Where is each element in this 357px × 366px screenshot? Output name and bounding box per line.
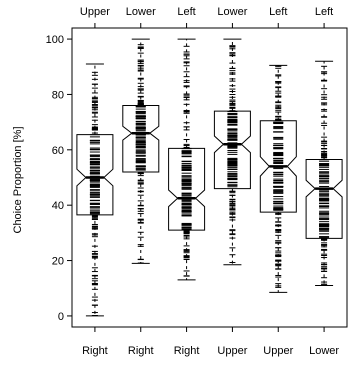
- bottom-category-label: Right: [82, 345, 108, 357]
- observation-ticks: [227, 45, 238, 264]
- top-category-label: Left: [269, 6, 287, 18]
- box-2: [122, 38, 160, 264]
- observation-ticks: [89, 71, 100, 316]
- top-category-label: Lower: [126, 6, 156, 18]
- bottom-category-label: Upper: [217, 345, 247, 357]
- bottom-category-labels: Right Right Right Upper Upper Lower: [82, 327, 339, 357]
- box-5: [259, 64, 297, 293]
- y-tick-label: 60: [52, 145, 64, 157]
- observation-ticks: [135, 44, 146, 264]
- y-tick-label: 80: [52, 89, 64, 101]
- notched-box: [213, 110, 251, 190]
- y-tick-label: 100: [46, 34, 64, 46]
- box-6: [305, 60, 343, 286]
- y-tick-label: 0: [58, 311, 64, 323]
- top-category-label: Left: [177, 6, 195, 18]
- bottom-category-label: Right: [174, 345, 200, 357]
- observation-ticks: [319, 65, 330, 285]
- box-4: [213, 38, 251, 266]
- bottom-category-label: Right: [128, 345, 154, 357]
- top-category-label: Upper: [80, 6, 110, 18]
- plot-frame: [71, 27, 348, 328]
- boxes: [76, 38, 343, 317]
- top-category-label: Lower: [217, 6, 247, 18]
- y-tick-label: 40: [52, 200, 64, 212]
- plot-border: [71, 27, 348, 328]
- box-3: [168, 38, 206, 281]
- bottom-category-label: Upper: [263, 345, 293, 357]
- y-axis: 0 20 40 60 80 100: [46, 34, 72, 323]
- observation-ticks: [273, 65, 284, 288]
- y-tick-label: 20: [52, 256, 64, 268]
- top-category-label: Left: [315, 6, 333, 18]
- observation-ticks: [181, 45, 192, 277]
- box-1: [76, 63, 114, 317]
- y-axis-label: Choice Proportion [%]: [12, 127, 24, 234]
- notched-box: [76, 134, 114, 216]
- bottom-category-label: Lower: [309, 345, 339, 357]
- top-category-labels: Upper Lower Left Lower Left Left: [80, 6, 333, 28]
